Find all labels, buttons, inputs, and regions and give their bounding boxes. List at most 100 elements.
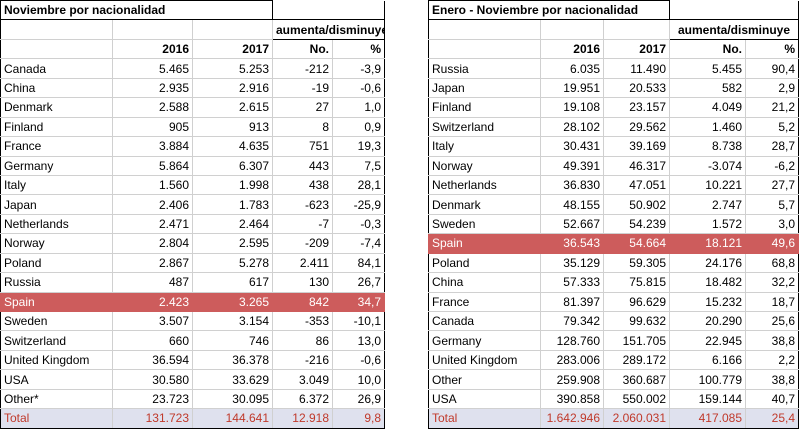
- table-row: Sweden 52.667 54.239 1.572 3,0: [428, 214, 799, 235]
- value-cell: 2,9: [745, 78, 799, 99]
- value-cell: 52.667: [540, 214, 604, 235]
- value-cell: 84,1: [332, 253, 385, 274]
- value-cell: 18,7: [745, 292, 799, 313]
- value-cell: 50.902: [603, 194, 670, 215]
- value-cell: -216: [272, 350, 333, 371]
- value-cell: 20.290: [669, 311, 746, 332]
- table-row: China 57.333 75.815 18.482 32,2: [428, 272, 799, 293]
- value-cell: 5,7: [745, 194, 799, 215]
- value-cell: 1.783: [192, 194, 273, 215]
- country-cell: Norway: [428, 156, 541, 176]
- table-title-row: Enero - Noviembre por nacionalidad: [428, 0, 799, 21]
- country-cell: Sweden: [428, 214, 541, 235]
- value-cell: -6,2: [745, 156, 799, 176]
- total-value: 417.085: [669, 408, 746, 429]
- value-cell: 36.830: [540, 175, 604, 196]
- table-row: Switzerland 660 746 86 13,0: [0, 330, 385, 351]
- country-cell: Germany: [0, 156, 113, 176]
- value-cell: 18.482: [669, 272, 746, 293]
- table-row: Other 259.908 360.687 100.779 38,8: [428, 369, 799, 390]
- blank-cell: [428, 39, 541, 60]
- value-cell: 49.391: [540, 156, 604, 176]
- value-cell: 36.378: [192, 350, 273, 371]
- country-cell: Japan: [428, 78, 541, 99]
- column-header: 2016: [540, 39, 604, 60]
- table-row: Japan 19.951 20.533 582 2,9: [428, 78, 799, 99]
- value-cell: 1.998: [192, 175, 273, 196]
- table-row: Poland 35.129 59.305 24.176 68,8: [428, 253, 799, 274]
- country-cell: France: [0, 136, 113, 157]
- country-cell: United Kingdom: [0, 350, 113, 371]
- value-cell: 30.580: [112, 369, 193, 390]
- table-title: Enero - Noviembre por nacionalidad: [428, 0, 670, 21]
- value-cell: 4.049: [669, 97, 746, 118]
- value-cell: 746: [192, 330, 273, 351]
- value-cell: 1,0: [332, 97, 385, 118]
- column-header: 2017: [603, 39, 670, 60]
- value-cell: 29.562: [603, 117, 670, 138]
- value-cell: 57.333: [540, 272, 604, 293]
- value-cell: 25,6: [745, 311, 799, 332]
- value-cell: -209: [272, 233, 333, 254]
- value-cell: 26,9: [332, 389, 385, 410]
- total-value: 144.641: [192, 408, 273, 429]
- value-cell: 75.815: [603, 272, 670, 293]
- value-cell: 68,8: [745, 253, 799, 274]
- country-cell: Norway: [0, 233, 113, 254]
- value-cell: 5.465: [112, 58, 193, 79]
- value-cell: 19.951: [540, 78, 604, 99]
- value-cell: 27: [272, 97, 333, 118]
- jan-nov-table-body: Enero - Noviembre por nacionalidad aument…: [428, 0, 799, 429]
- value-cell: 99.632: [603, 311, 670, 332]
- value-cell: 39.169: [603, 136, 670, 157]
- blank-cell: [603, 19, 670, 40]
- value-cell: 487: [112, 272, 193, 293]
- table-row: Japan 2.406 1.783 -623 -25,9: [0, 194, 385, 215]
- value-cell: 36.543: [540, 233, 604, 254]
- country-cell: United Kingdom: [428, 350, 541, 371]
- value-cell: 5.455: [669, 58, 746, 79]
- change-header: aumenta/disminuye: [669, 19, 799, 40]
- table-row: Spain 2.423 3.265 842 34,7: [0, 292, 385, 313]
- value-cell: 24.176: [669, 253, 746, 274]
- blank-cell: [428, 19, 541, 40]
- value-cell: 23.157: [603, 97, 670, 118]
- value-cell: 32,2: [745, 272, 799, 293]
- value-cell: -0,6: [332, 350, 385, 371]
- value-cell: 15.232: [669, 292, 746, 313]
- value-cell: 438: [272, 175, 333, 196]
- value-cell: 36.594: [112, 350, 193, 371]
- value-cell: 30.095: [192, 389, 273, 410]
- value-cell: 6.372: [272, 389, 333, 410]
- value-cell: 40,7: [745, 389, 799, 410]
- table-row: France 3.884 4.635 751 19,3: [0, 136, 385, 157]
- value-cell: 48.155: [540, 194, 604, 215]
- value-cell: 49,6: [745, 233, 799, 254]
- value-cell: 2.916: [192, 78, 273, 99]
- value-cell: 54.239: [603, 214, 670, 235]
- table-row: Poland 2.867 5.278 2.411 84,1: [0, 253, 385, 274]
- country-cell: Finland: [0, 117, 113, 138]
- value-cell: 128.760: [540, 330, 604, 351]
- value-cell: 86: [272, 330, 333, 351]
- blank-cell: [669, 0, 799, 21]
- value-cell: 913: [192, 117, 273, 138]
- table-row: Denmark 48.155 50.902 2.747 5,7: [428, 194, 799, 215]
- table-row: Germany 128.760 151.705 22.945 38,8: [428, 330, 799, 351]
- value-cell: 6.035: [540, 58, 604, 79]
- table-row: Norway 49.391 46.317 -3.074 -6,2: [428, 156, 799, 176]
- table-row: Netherlands 36.830 47.051 10.221 27,7: [428, 175, 799, 196]
- total-label: Total: [0, 408, 113, 429]
- table-row: United Kingdom 36.594 36.378 -216 -0,6: [0, 350, 385, 371]
- value-cell: 289.172: [603, 350, 670, 371]
- value-cell: 2.411: [272, 253, 333, 274]
- table-row: Germany 5.864 6.307 443 7,5: [0, 156, 385, 176]
- value-cell: 0,9: [332, 117, 385, 138]
- value-cell: 8: [272, 117, 333, 138]
- table-row: Other* 23.723 30.095 6.372 26,9: [0, 389, 385, 410]
- value-cell: 21,2: [745, 97, 799, 118]
- country-cell: Denmark: [428, 194, 541, 215]
- table-row: Switzerland 28.102 29.562 1.460 5,2: [428, 117, 799, 138]
- country-cell: Switzerland: [428, 117, 541, 138]
- value-cell: 47.051: [603, 175, 670, 196]
